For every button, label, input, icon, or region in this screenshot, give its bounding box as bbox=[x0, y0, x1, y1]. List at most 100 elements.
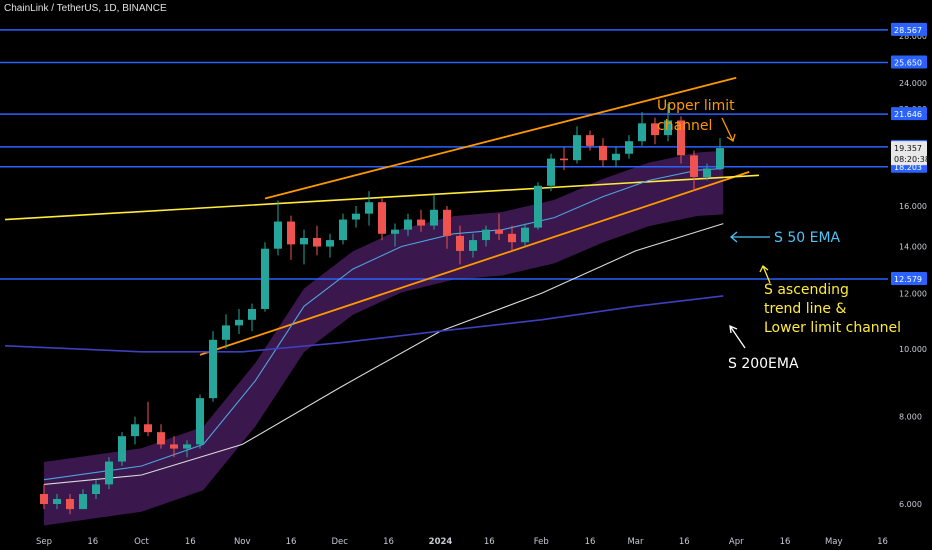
y-tick-label: 24.000 bbox=[899, 79, 927, 88]
level-price-tag-text: 12.579 bbox=[894, 275, 922, 284]
x-tick-label: 16 bbox=[585, 537, 596, 547]
level-price-tag: 25.650 bbox=[891, 55, 927, 69]
x-tick-label: 16 bbox=[383, 537, 394, 547]
candle-body bbox=[612, 153, 620, 161]
candle-body bbox=[183, 444, 191, 449]
x-tick-label: Mar bbox=[627, 537, 644, 547]
x-tick-label: Oct bbox=[134, 537, 149, 547]
level-price-tag: 12.579 bbox=[891, 272, 927, 286]
candle-body bbox=[469, 240, 477, 251]
ema-200-line bbox=[43, 223, 724, 485]
x-tick-label: 16 bbox=[679, 537, 690, 547]
candle-body bbox=[300, 237, 308, 245]
candle-body bbox=[222, 325, 230, 340]
candle-body bbox=[404, 219, 412, 230]
y-tick-label: 14.000 bbox=[899, 243, 927, 252]
level-price-tag-bg bbox=[891, 107, 927, 121]
x-tick-label: Feb bbox=[534, 537, 549, 547]
candle-body bbox=[417, 219, 425, 226]
x-tick-label: Apr bbox=[729, 537, 744, 547]
level-price-tag-bg bbox=[891, 22, 927, 36]
level-price-tag: 28.567 bbox=[891, 22, 927, 36]
candle-body bbox=[716, 148, 724, 169]
candle-body bbox=[53, 498, 61, 504]
candle-body bbox=[560, 158, 568, 161]
x-tick-label: 16 bbox=[286, 537, 297, 547]
candle-body bbox=[40, 494, 48, 504]
level-price-tag-text: 25.650 bbox=[894, 59, 922, 68]
upper-channel-annotation: Upper limit bbox=[657, 98, 735, 114]
candle-body bbox=[339, 219, 347, 241]
level-price-tag: 21.646 bbox=[891, 107, 927, 121]
candle-body bbox=[209, 339, 217, 399]
ascending-trendline bbox=[4, 174, 760, 221]
long-ema-line bbox=[4, 295, 724, 353]
ema200-annotation: S 200EMA bbox=[728, 356, 799, 372]
candle-body bbox=[456, 235, 464, 251]
candle-body bbox=[248, 308, 256, 320]
candle-body bbox=[443, 209, 451, 236]
ascending-annotation: S ascending bbox=[764, 282, 849, 298]
candle-body bbox=[690, 155, 698, 178]
candle-body bbox=[274, 221, 282, 249]
candle-body bbox=[625, 141, 633, 154]
candle-body bbox=[521, 227, 529, 243]
x-tick-label: May bbox=[825, 537, 843, 547]
candle-body bbox=[638, 123, 646, 142]
level-price-tag-bg bbox=[891, 55, 927, 69]
annotations: Upper limit channel S 50 EMA S ascending tre… bbox=[657, 98, 901, 372]
x-tick-label: Nov bbox=[234, 537, 251, 547]
price-axis[interactable]: 6.0008.00010.00012.00014.00016.00022.000… bbox=[891, 22, 930, 509]
candle-body bbox=[157, 432, 165, 445]
symbol-title: ChainLink / TetherUS, 1D, BINANCE bbox=[4, 3, 167, 14]
candle-body bbox=[66, 498, 74, 510]
candle-body bbox=[118, 436, 126, 462]
candle-body bbox=[79, 494, 87, 510]
ema50-annotation: S 50 EMA bbox=[774, 230, 841, 246]
candle-body bbox=[599, 145, 607, 161]
candle-body bbox=[92, 484, 100, 495]
candle-body bbox=[287, 221, 295, 245]
x-tick-label: 16 bbox=[877, 537, 888, 547]
x-tick-label: 16 bbox=[780, 537, 791, 547]
candle-body bbox=[430, 209, 438, 226]
candle-body bbox=[326, 240, 334, 247]
candle-body bbox=[482, 229, 490, 241]
horizontal-levels bbox=[0, 29, 888, 280]
candle-body bbox=[495, 229, 503, 234]
y-tick-label: 12.000 bbox=[899, 289, 927, 298]
candle-body bbox=[235, 319, 243, 326]
y-tick-label: 10.000 bbox=[899, 345, 927, 354]
y-tick-label: 16.000 bbox=[899, 202, 927, 211]
current-price-tag-countdown: 08:20:38 bbox=[894, 155, 930, 164]
level-price-tag-text: 21.646 bbox=[894, 110, 922, 119]
indicator-lines bbox=[4, 167, 724, 485]
x-tick-label: 16 bbox=[484, 537, 495, 547]
x-tick-label: 2024 bbox=[429, 537, 453, 547]
candle-body bbox=[365, 202, 373, 214]
y-tick-label: 6.000 bbox=[899, 500, 922, 509]
level-price-tag-bg bbox=[891, 272, 927, 286]
time-axis[interactable]: Sep 16 Oct 16 Nov 16 Dec 16 2024 16 Feb 16 Mar 16 Apr 1… bbox=[36, 537, 888, 547]
candle-body bbox=[391, 229, 399, 234]
candle-body bbox=[651, 123, 659, 136]
ema200-arrow bbox=[729, 324, 746, 349]
upper-channel-arrow bbox=[721, 117, 736, 143]
candle-body bbox=[196, 398, 204, 445]
x-tick-label: Sep bbox=[36, 537, 52, 547]
y-tick-label: 28.000 bbox=[899, 32, 927, 41]
current-price-tag: 19.357 08:20:38 bbox=[891, 141, 930, 166]
candle-body bbox=[703, 168, 711, 178]
ascending-annotation: Lower limit channel bbox=[764, 320, 901, 336]
candle-body bbox=[534, 185, 542, 228]
ascending-annotation: trend line & bbox=[764, 301, 846, 317]
x-tick-label: 16 bbox=[185, 537, 196, 547]
upper-channel-annotation: channel bbox=[657, 118, 712, 134]
candle-body bbox=[547, 158, 555, 186]
candle-body bbox=[170, 444, 178, 449]
candle-body bbox=[664, 120, 672, 136]
candle-body bbox=[261, 248, 269, 309]
level-price-tag-text: 18.203 bbox=[894, 163, 922, 172]
candle-body bbox=[313, 237, 321, 247]
